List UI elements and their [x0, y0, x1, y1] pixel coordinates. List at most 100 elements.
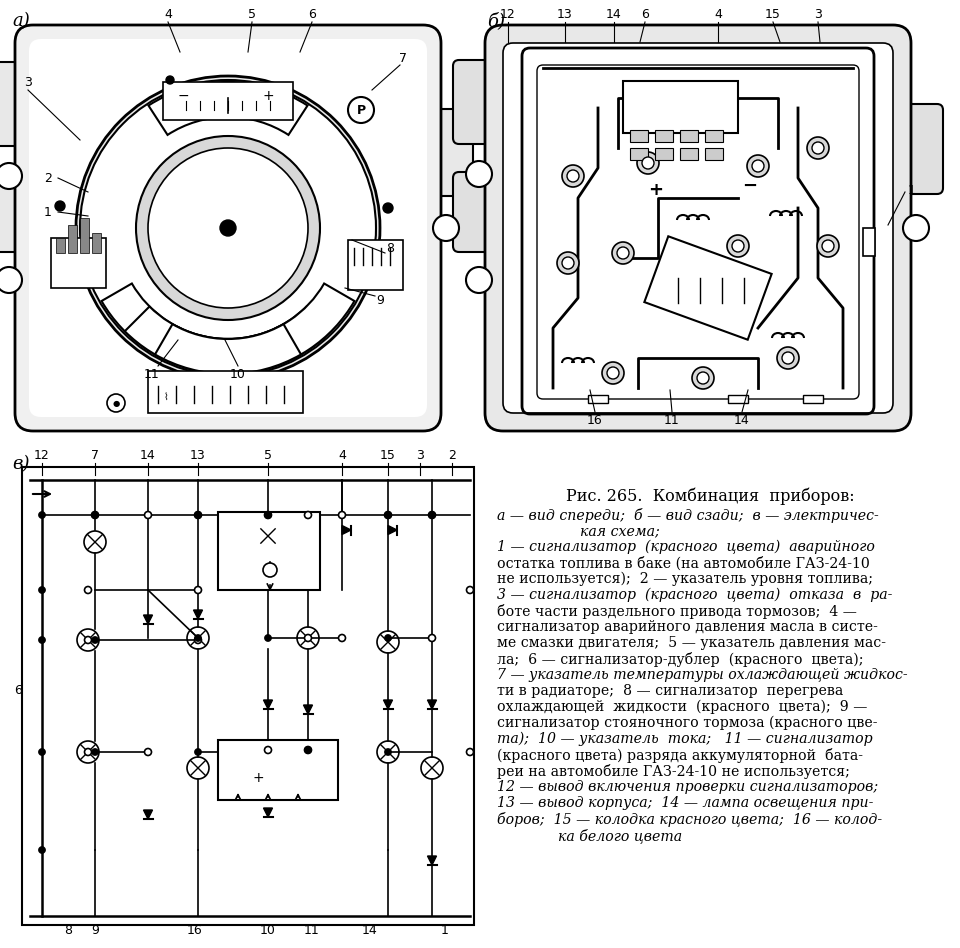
Text: 13: 13	[557, 8, 573, 21]
Circle shape	[807, 137, 829, 159]
Circle shape	[84, 587, 91, 593]
Circle shape	[91, 512, 99, 519]
FancyBboxPatch shape	[419, 109, 473, 196]
Text: 13 — вывод корпуса;  14 — лампа освещения при-: 13 — вывод корпуса; 14 — лампа освещения…	[497, 796, 874, 810]
FancyBboxPatch shape	[453, 172, 507, 252]
Circle shape	[187, 627, 209, 649]
Bar	[80, 218, 89, 253]
Circle shape	[562, 257, 574, 269]
FancyBboxPatch shape	[0, 62, 35, 146]
Text: 3: 3	[24, 76, 32, 88]
Text: 11: 11	[144, 368, 160, 380]
Polygon shape	[427, 700, 437, 709]
Text: 7 — указатель температуры охлаждающей жидкос-: 7 — указатель температуры охлаждающей жи…	[497, 668, 907, 682]
Text: 16: 16	[187, 923, 203, 937]
Text: в): в)	[12, 455, 30, 473]
Bar	[630, 130, 648, 142]
Text: сигнализатор аварийного давления масла в систе-: сигнализатор аварийного давления масла в…	[497, 620, 877, 634]
Circle shape	[187, 757, 209, 779]
Bar	[588, 395, 608, 403]
Wedge shape	[155, 324, 301, 374]
Circle shape	[84, 531, 106, 553]
Circle shape	[467, 749, 473, 756]
Bar	[148, 371, 303, 413]
Circle shape	[377, 741, 399, 763]
Circle shape	[263, 563, 277, 577]
Circle shape	[195, 512, 202, 519]
FancyBboxPatch shape	[485, 25, 911, 431]
Circle shape	[339, 512, 346, 519]
Text: 1: 1	[44, 206, 52, 218]
Circle shape	[903, 215, 929, 241]
FancyBboxPatch shape	[453, 60, 507, 144]
Text: не используется);  2 — указатель уровня топлива;: не используется); 2 — указатель уровня т…	[497, 572, 873, 587]
Bar	[623, 81, 738, 133]
Circle shape	[467, 587, 473, 593]
Text: остатка топлива в баке (на автомобиле ГАЗ-24-10: остатка топлива в баке (на автомобиле ГА…	[497, 556, 870, 571]
Circle shape	[38, 636, 45, 644]
Text: 10: 10	[230, 368, 246, 380]
FancyBboxPatch shape	[29, 39, 427, 417]
Circle shape	[84, 749, 91, 756]
Circle shape	[195, 512, 202, 519]
Circle shape	[385, 512, 392, 519]
Circle shape	[617, 247, 629, 259]
Text: та);  10 — указатель  тока;   11 — сигнализатор: та); 10 — указатель тока; 11 — сигнализа…	[497, 732, 873, 746]
Bar	[218, 740, 338, 800]
Circle shape	[557, 252, 579, 274]
Text: 15: 15	[765, 8, 780, 21]
Circle shape	[38, 512, 45, 519]
Text: ●: ●	[112, 398, 120, 408]
Text: 8: 8	[64, 923, 72, 937]
Circle shape	[727, 235, 749, 257]
Circle shape	[0, 267, 22, 293]
Circle shape	[466, 161, 492, 187]
Text: 11: 11	[304, 923, 320, 937]
Circle shape	[91, 512, 99, 519]
Text: +: +	[262, 89, 274, 103]
Polygon shape	[143, 810, 153, 819]
Circle shape	[91, 636, 99, 644]
Text: 7: 7	[91, 448, 99, 462]
Polygon shape	[263, 808, 273, 817]
Text: 1: 1	[441, 923, 449, 937]
Bar	[348, 240, 403, 290]
Text: 9: 9	[91, 923, 99, 937]
Text: 7: 7	[399, 51, 407, 64]
Circle shape	[732, 240, 744, 252]
FancyBboxPatch shape	[503, 43, 893, 413]
Circle shape	[84, 636, 91, 644]
Wedge shape	[149, 82, 307, 135]
Circle shape	[195, 634, 202, 642]
Circle shape	[377, 631, 399, 653]
Circle shape	[612, 242, 634, 264]
Text: 12 — вывод включения проверки сигнализаторов;: 12 — вывод включения проверки сигнализат…	[497, 780, 878, 794]
FancyBboxPatch shape	[0, 172, 35, 252]
Circle shape	[602, 362, 624, 384]
Text: ме смазки двигателя;  5 — указатель давления мас-: ме смазки двигателя; 5 — указатель давле…	[497, 636, 886, 650]
Text: а — вид спереди;  б — вид сзади;  в — электричес-: а — вид спереди; б — вид сзади; в — элек…	[497, 508, 878, 523]
Circle shape	[607, 367, 619, 379]
Circle shape	[433, 215, 459, 241]
Bar	[863, 228, 875, 256]
Text: 3: 3	[416, 448, 424, 462]
Polygon shape	[303, 705, 313, 714]
Circle shape	[383, 203, 393, 213]
Text: 9: 9	[376, 294, 384, 306]
Circle shape	[637, 152, 659, 174]
Wedge shape	[125, 283, 354, 374]
Text: реи на автомобиле ГАЗ-24-10 не используется;: реи на автомобиле ГАЗ-24-10 не используе…	[497, 764, 850, 779]
Polygon shape	[342, 525, 351, 535]
Circle shape	[428, 512, 436, 519]
Polygon shape	[427, 856, 437, 865]
Circle shape	[77, 629, 99, 651]
Circle shape	[145, 749, 152, 756]
Circle shape	[91, 749, 99, 756]
Bar	[705, 130, 723, 142]
Polygon shape	[194, 610, 203, 619]
Circle shape	[107, 394, 125, 412]
Circle shape	[195, 749, 202, 756]
Circle shape	[304, 746, 311, 754]
Circle shape	[166, 76, 174, 84]
Circle shape	[0, 163, 22, 189]
